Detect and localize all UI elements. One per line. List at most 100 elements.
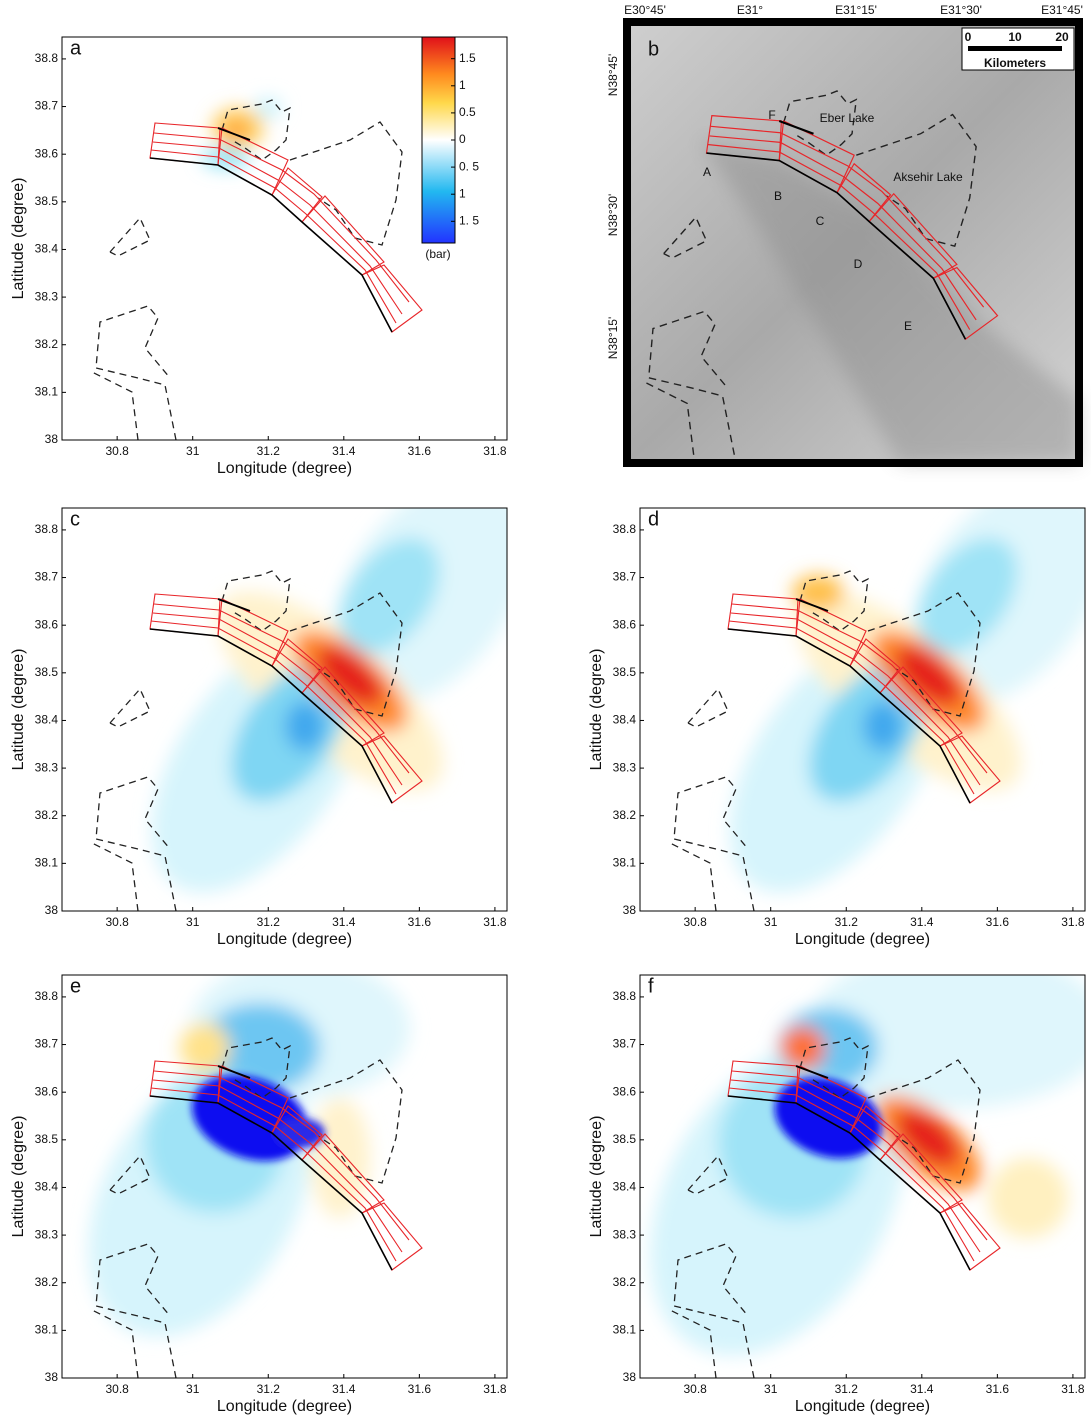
- y-tick-label: 38.6: [35, 1084, 59, 1098]
- y-tick-label: 38.1: [35, 1323, 59, 1337]
- y-tick-label: 38.2: [35, 808, 59, 822]
- x-tick-label: 31.8: [1061, 915, 1085, 929]
- stress-field: [151, 508, 507, 893]
- y-tick-label: 38.7: [35, 99, 59, 113]
- y-tick-label: 38.1: [613, 1323, 637, 1337]
- y-tick-label: 38.8: [613, 989, 637, 1003]
- map-lon-label: E30°45': [624, 3, 666, 17]
- y-axis-label: Latitude (degree): [588, 1116, 605, 1238]
- y-tick-label: 38.6: [35, 146, 59, 160]
- y-axis-label: Latitude (degree): [10, 178, 27, 300]
- y-tick-label: 38.1: [35, 856, 59, 870]
- stress-field: [316, 646, 384, 706]
- map-panel: [623, 18, 1083, 467]
- stress-field: [202, 98, 282, 168]
- y-tick-label: 38.7: [613, 1037, 637, 1051]
- x-tick-label: 31: [764, 1382, 778, 1396]
- stress-field: [151, 508, 507, 893]
- panel-label: e: [70, 975, 81, 997]
- map-lon-label: E31°15': [835, 3, 877, 17]
- colorbar-tick-label: 1.5: [459, 51, 476, 65]
- y-axis-label: Latitude (degree): [588, 649, 605, 771]
- y-tick-label: 38.6: [613, 617, 637, 631]
- y-tick-label: 38.4: [35, 713, 59, 727]
- plot-frame: [61, 507, 508, 912]
- x-axis-label: Longitude (degree): [217, 460, 352, 477]
- panel-label: f: [648, 975, 654, 997]
- x-tick-label: 31.4: [910, 915, 934, 929]
- y-tick-label: 38.3: [35, 1227, 59, 1241]
- stress-field: [224, 121, 248, 139]
- x-tick-label: 31.2: [257, 444, 281, 458]
- y-tick-label: 38.1: [613, 856, 637, 870]
- scale-label: 0: [965, 30, 972, 44]
- panel-label: c: [70, 508, 80, 530]
- y-axis-label: Latitude (degree): [10, 649, 27, 771]
- x-tick-label: 30.8: [105, 444, 129, 458]
- stress-field: [650, 975, 1085, 1356]
- figure: [91, 99, 423, 441]
- map-panel: [623, 18, 1083, 467]
- stress-field: [729, 508, 1085, 893]
- x-tick-label: 31.4: [332, 915, 356, 929]
- y-tick-label: 38: [45, 432, 59, 446]
- colorbar-tick-label: 1: [459, 78, 466, 92]
- x-tick-label: 31.4: [332, 1382, 356, 1396]
- y-tick-label: 38.3: [35, 289, 59, 303]
- y-tick-label: 38: [623, 903, 637, 917]
- colorbar-tick-label: 0. 5: [459, 159, 479, 173]
- y-tick-label: 38.4: [613, 1180, 637, 1194]
- y-tick-label: 38.2: [35, 1275, 59, 1289]
- y-tick-label: 38.8: [35, 989, 59, 1003]
- x-tick-label: 31: [186, 444, 200, 458]
- place-label: Aksehir Lake: [893, 170, 963, 184]
- x-tick-label: 30.8: [105, 915, 129, 929]
- colorbar-tick-label: 0: [459, 132, 466, 146]
- colorbar-tick-label: 0.5: [459, 105, 476, 119]
- colorbar-tick-label: 1: [459, 186, 466, 200]
- y-axis-label: Latitude (degree): [10, 1116, 27, 1238]
- map-lat-label: N38°30': [606, 194, 620, 236]
- stress-field: [254, 98, 282, 118]
- x-tick-label: 31.8: [483, 444, 507, 458]
- y-tick-label: 38.4: [613, 713, 637, 727]
- y-tick-label: 38.7: [613, 570, 637, 584]
- y-tick-label: 38.8: [35, 522, 59, 536]
- stress-field: [650, 975, 1085, 1356]
- x-tick-label: 31.2: [835, 1382, 859, 1396]
- x-tick-label: 31.2: [257, 1382, 281, 1396]
- map-lat-label: N38°15': [606, 317, 620, 359]
- stress-field: [151, 508, 507, 893]
- y-tick-label: 38.5: [35, 194, 59, 208]
- plot-frame: [639, 507, 1086, 912]
- plot-frame: [61, 974, 508, 1379]
- x-axis-label: Longitude (degree): [795, 931, 930, 948]
- segment-label: A: [703, 165, 711, 179]
- y-tick-label: 38.5: [613, 665, 637, 679]
- y-tick-label: 38.1: [35, 385, 59, 399]
- y-tick-label: 38.7: [35, 1037, 59, 1051]
- stress-field: [729, 508, 1085, 893]
- x-axis-label: Longitude (degree): [217, 931, 352, 948]
- colorbar: [421, 36, 456, 244]
- x-tick-label: 31.6: [408, 1382, 432, 1396]
- x-tick-label: 31: [186, 915, 200, 929]
- y-tick-label: 38: [45, 903, 59, 917]
- segment-label: C: [816, 214, 825, 228]
- map-lat-label: N38°45': [606, 54, 620, 96]
- stress-field: [202, 98, 282, 168]
- scale-label: 10: [1008, 30, 1022, 44]
- y-tick-label: 38.8: [613, 522, 637, 536]
- plot-frame: [639, 974, 1086, 1379]
- x-tick-label: 31.8: [483, 1382, 507, 1396]
- map-panel: [700, 140, 1079, 463]
- stress-field: [896, 1109, 960, 1167]
- stress-field: [808, 975, 1085, 1108]
- map-panel: [968, 46, 1062, 51]
- y-tick-label: 38.7: [35, 570, 59, 584]
- segment-label: E: [904, 319, 912, 333]
- x-tick-label: 30.8: [105, 1382, 129, 1396]
- stress-field: [340, 538, 440, 654]
